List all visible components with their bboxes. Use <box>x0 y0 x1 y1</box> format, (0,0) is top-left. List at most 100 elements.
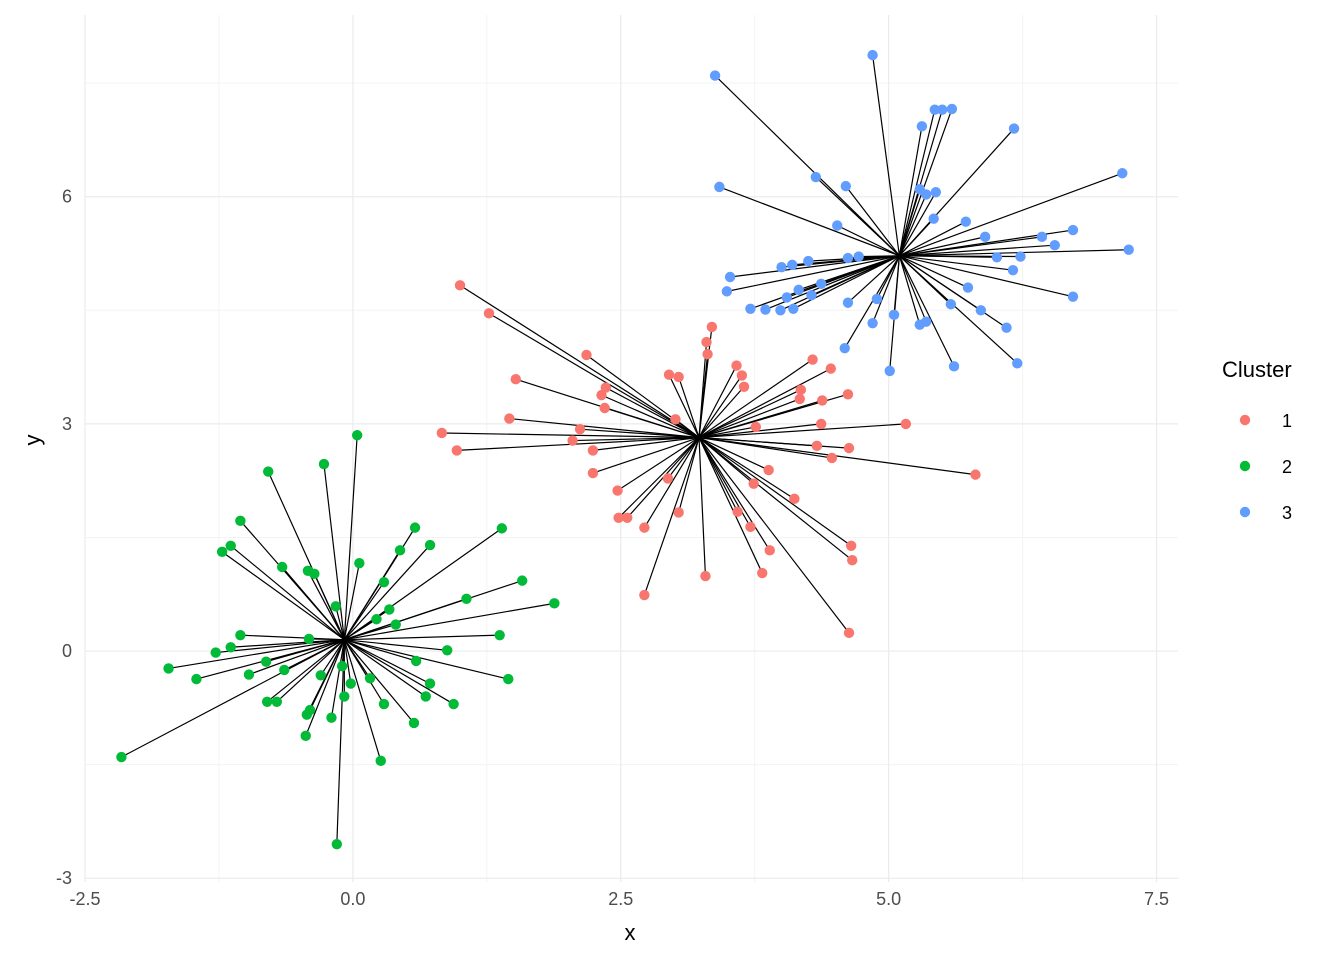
data-point-cluster-3 <box>920 189 932 200</box>
data-point-cluster-1 <box>900 418 912 430</box>
centroid-segment <box>604 407 700 439</box>
data-point-cluster-1 <box>706 321 718 333</box>
data-point-cluster-2 <box>326 712 337 723</box>
x-tick-labels: -2.5 0.0 2.5 5.0 7.5 <box>69 889 1169 909</box>
data-point-cluster-3 <box>946 103 958 115</box>
data-point-cluster-3 <box>929 104 940 115</box>
centroid-segment <box>899 255 1074 298</box>
data-point-cluster-1 <box>702 349 713 360</box>
data-point-cluster-3 <box>840 180 852 192</box>
data-point-cluster-1 <box>612 485 623 496</box>
data-point-cluster-1 <box>436 427 448 439</box>
centroid-segment <box>344 639 431 685</box>
centroid-segment <box>678 437 700 513</box>
centroid-segment <box>899 255 969 289</box>
centroid-cluster-3 <box>896 253 902 259</box>
centroid-segment <box>698 437 795 500</box>
data-point-cluster-2 <box>378 698 390 710</box>
data-point-cluster-1 <box>789 493 800 505</box>
data-point-cluster-1 <box>567 435 578 446</box>
centroid-segment <box>698 437 771 551</box>
centroid-segment <box>811 255 900 296</box>
centroid-segment <box>698 398 800 439</box>
centroid-segment <box>899 255 1007 329</box>
data-point-cluster-2 <box>390 619 401 630</box>
data-point-cluster-3 <box>888 309 900 321</box>
data-point-cluster-2 <box>225 540 236 552</box>
data-point-cluster-3 <box>806 289 817 301</box>
data-point-cluster-3 <box>1067 224 1079 236</box>
data-point-cluster-2 <box>315 670 326 681</box>
data-point-cluster-2 <box>225 642 236 653</box>
data-point-cluster-2 <box>448 698 459 710</box>
y-tick-labels: -3 0 3 6 <box>56 187 72 888</box>
centroid-segment <box>698 375 743 438</box>
data-point-cluster-3 <box>1007 264 1019 276</box>
centroid-segment <box>572 436 700 442</box>
centroid-segment <box>592 436 700 474</box>
centroid-segment <box>276 639 345 703</box>
centroid-segment <box>344 639 509 680</box>
data-point-cluster-1 <box>613 512 624 523</box>
centroid-segment <box>308 638 345 641</box>
data-point-cluster-3 <box>1012 358 1023 369</box>
data-point-cluster-3 <box>867 49 878 61</box>
centroid-segment <box>265 639 345 663</box>
x-tick-label: 5.0 <box>876 889 901 909</box>
data-point-cluster-1 <box>600 382 611 393</box>
data-point-cluster-2 <box>235 629 246 641</box>
centroid-segment <box>307 570 345 640</box>
centroid-segment <box>335 606 345 640</box>
data-point-cluster-1 <box>757 567 768 579</box>
data-point-cluster-1 <box>748 478 759 489</box>
centroid-segment <box>698 389 802 439</box>
legend-title: Cluster <box>1222 357 1292 382</box>
centroid-segment <box>617 437 700 492</box>
data-point-cluster-1 <box>731 360 742 371</box>
centroid-segment <box>459 284 700 439</box>
data-point-cluster-1 <box>970 469 981 480</box>
data-point-cluster-1 <box>843 442 855 454</box>
y-tick-label: -3 <box>56 868 72 888</box>
centroid-segment <box>698 437 707 577</box>
centroid-segment <box>343 639 415 724</box>
data-point-cluster-2 <box>371 614 382 625</box>
centroid-segment <box>344 623 396 641</box>
data-point-cluster-3 <box>721 286 733 297</box>
data-point-cluster-3 <box>948 361 960 372</box>
data-point-cluster-3 <box>928 213 939 224</box>
legend-label-3: 3 <box>1282 503 1292 523</box>
centroid-segment <box>898 188 921 256</box>
data-point-cluster-3 <box>1015 251 1026 262</box>
y-tick-label: 3 <box>62 414 72 434</box>
centroid-cluster-1 <box>696 435 702 441</box>
data-point-cluster-3 <box>839 342 850 354</box>
data-point-cluster-1 <box>451 445 463 456</box>
data-point-cluster-1 <box>701 336 712 348</box>
data-point-cluster-2 <box>410 655 422 667</box>
data-point-cluster-2 <box>336 660 348 672</box>
centroid-segment <box>344 639 454 705</box>
centroid-segment <box>899 221 967 257</box>
x-axis-title: x <box>625 920 636 945</box>
x-tick-label: 0.0 <box>340 889 365 909</box>
centroid-segment <box>698 436 850 449</box>
centroid-segment <box>820 255 900 285</box>
data-point-cluster-2 <box>503 673 514 685</box>
centroid-segment <box>336 639 345 845</box>
data-point-cluster-3 <box>871 293 883 305</box>
centroid-segment <box>726 255 900 292</box>
centroid-segment <box>899 236 986 257</box>
data-point-cluster-2 <box>309 568 320 580</box>
centroid-segment <box>898 194 927 257</box>
centroid-segment <box>643 437 700 528</box>
centroid-segment <box>844 255 900 349</box>
data-point-cluster-3 <box>1036 231 1048 243</box>
data-point-cluster-3 <box>781 292 793 303</box>
centroid-segment <box>698 386 745 438</box>
data-point-cluster-1 <box>504 413 515 424</box>
data-point-cluster-1 <box>622 512 633 523</box>
data-point-cluster-1 <box>750 421 762 433</box>
data-point-cluster-2 <box>301 709 313 720</box>
data-point-cluster-3 <box>815 278 827 290</box>
